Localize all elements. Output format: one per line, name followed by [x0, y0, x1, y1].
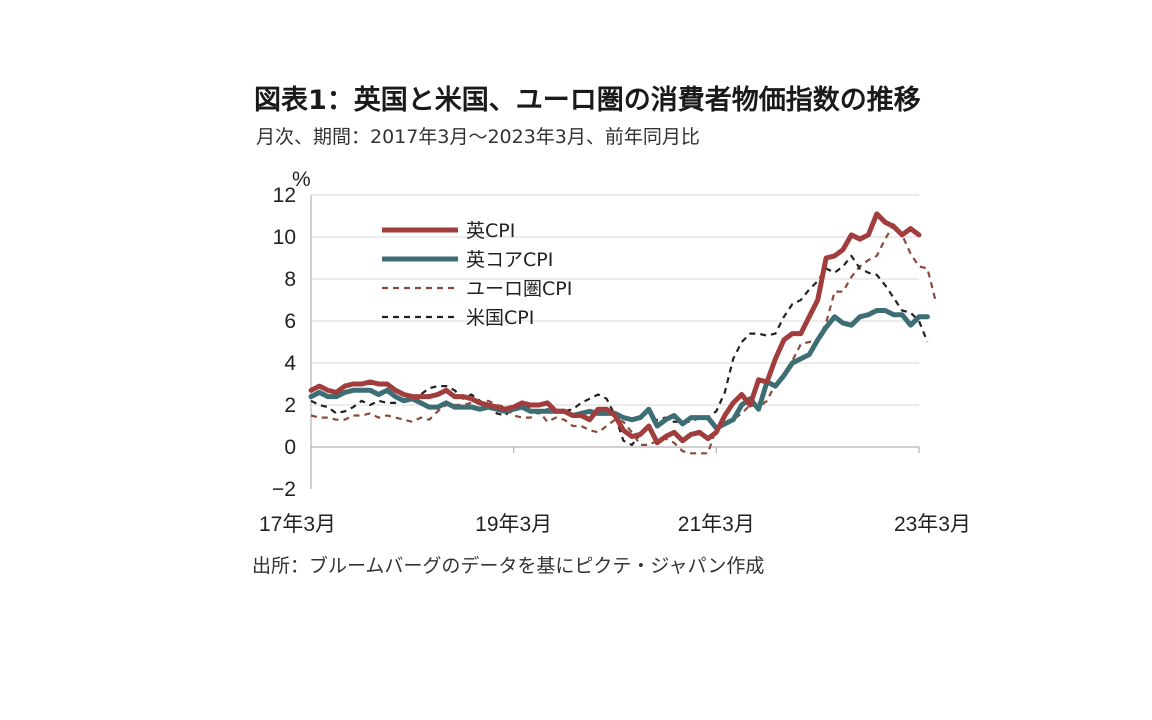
x-axis-ticks: 17年3月 19年3月 21年3月 23年3月 [259, 447, 971, 536]
y-tick-label: −2 [272, 478, 296, 501]
legend: 英CPI 英コアCPI ユーロ圏CPI 米国CPI [382, 220, 572, 329]
y-tick-label: 12 [273, 184, 296, 207]
chart-subtitle: 月次、期間：2017年3月～2023年3月、前年同月比 [256, 126, 700, 148]
series-line [308, 308, 930, 431]
y-axis-ticks: 12 10 8 6 4 2 0 −2 [272, 184, 296, 501]
series-line [308, 211, 922, 446]
source-note: 出所：ブルームバーグのデータを基にピクテ・ジャパン作成 [252, 555, 765, 577]
legend-label: 英コアCPI [466, 249, 553, 271]
series-lines [308, 211, 937, 455]
y-tick-label: 2 [284, 394, 296, 417]
y-tick-label: 0 [284, 436, 296, 459]
chart-title: 図表1：英国と米国、ユーロ圏の消費者物価指数の推移 [254, 85, 921, 116]
axes [310, 195, 919, 489]
legend-label: 米国CPI [466, 307, 534, 329]
y-tick-label: 8 [284, 268, 296, 291]
series-line [310, 223, 937, 455]
x-tick-label: 19年3月 [475, 513, 552, 536]
x-tick-label: 23年3月 [894, 513, 971, 536]
y-tick-label: 4 [284, 352, 296, 375]
gridlines [311, 194, 919, 406]
y-tick-label: 10 [273, 226, 296, 249]
y-tick-label: 6 [284, 310, 296, 333]
legend-label: 英CPI [466, 220, 515, 242]
x-tick-label: 21年3月 [678, 513, 755, 536]
y-axis-unit-label: % [292, 168, 311, 191]
x-tick-label: 17年3月 [259, 513, 336, 536]
legend-label: ユーロ圏CPI [466, 278, 572, 300]
